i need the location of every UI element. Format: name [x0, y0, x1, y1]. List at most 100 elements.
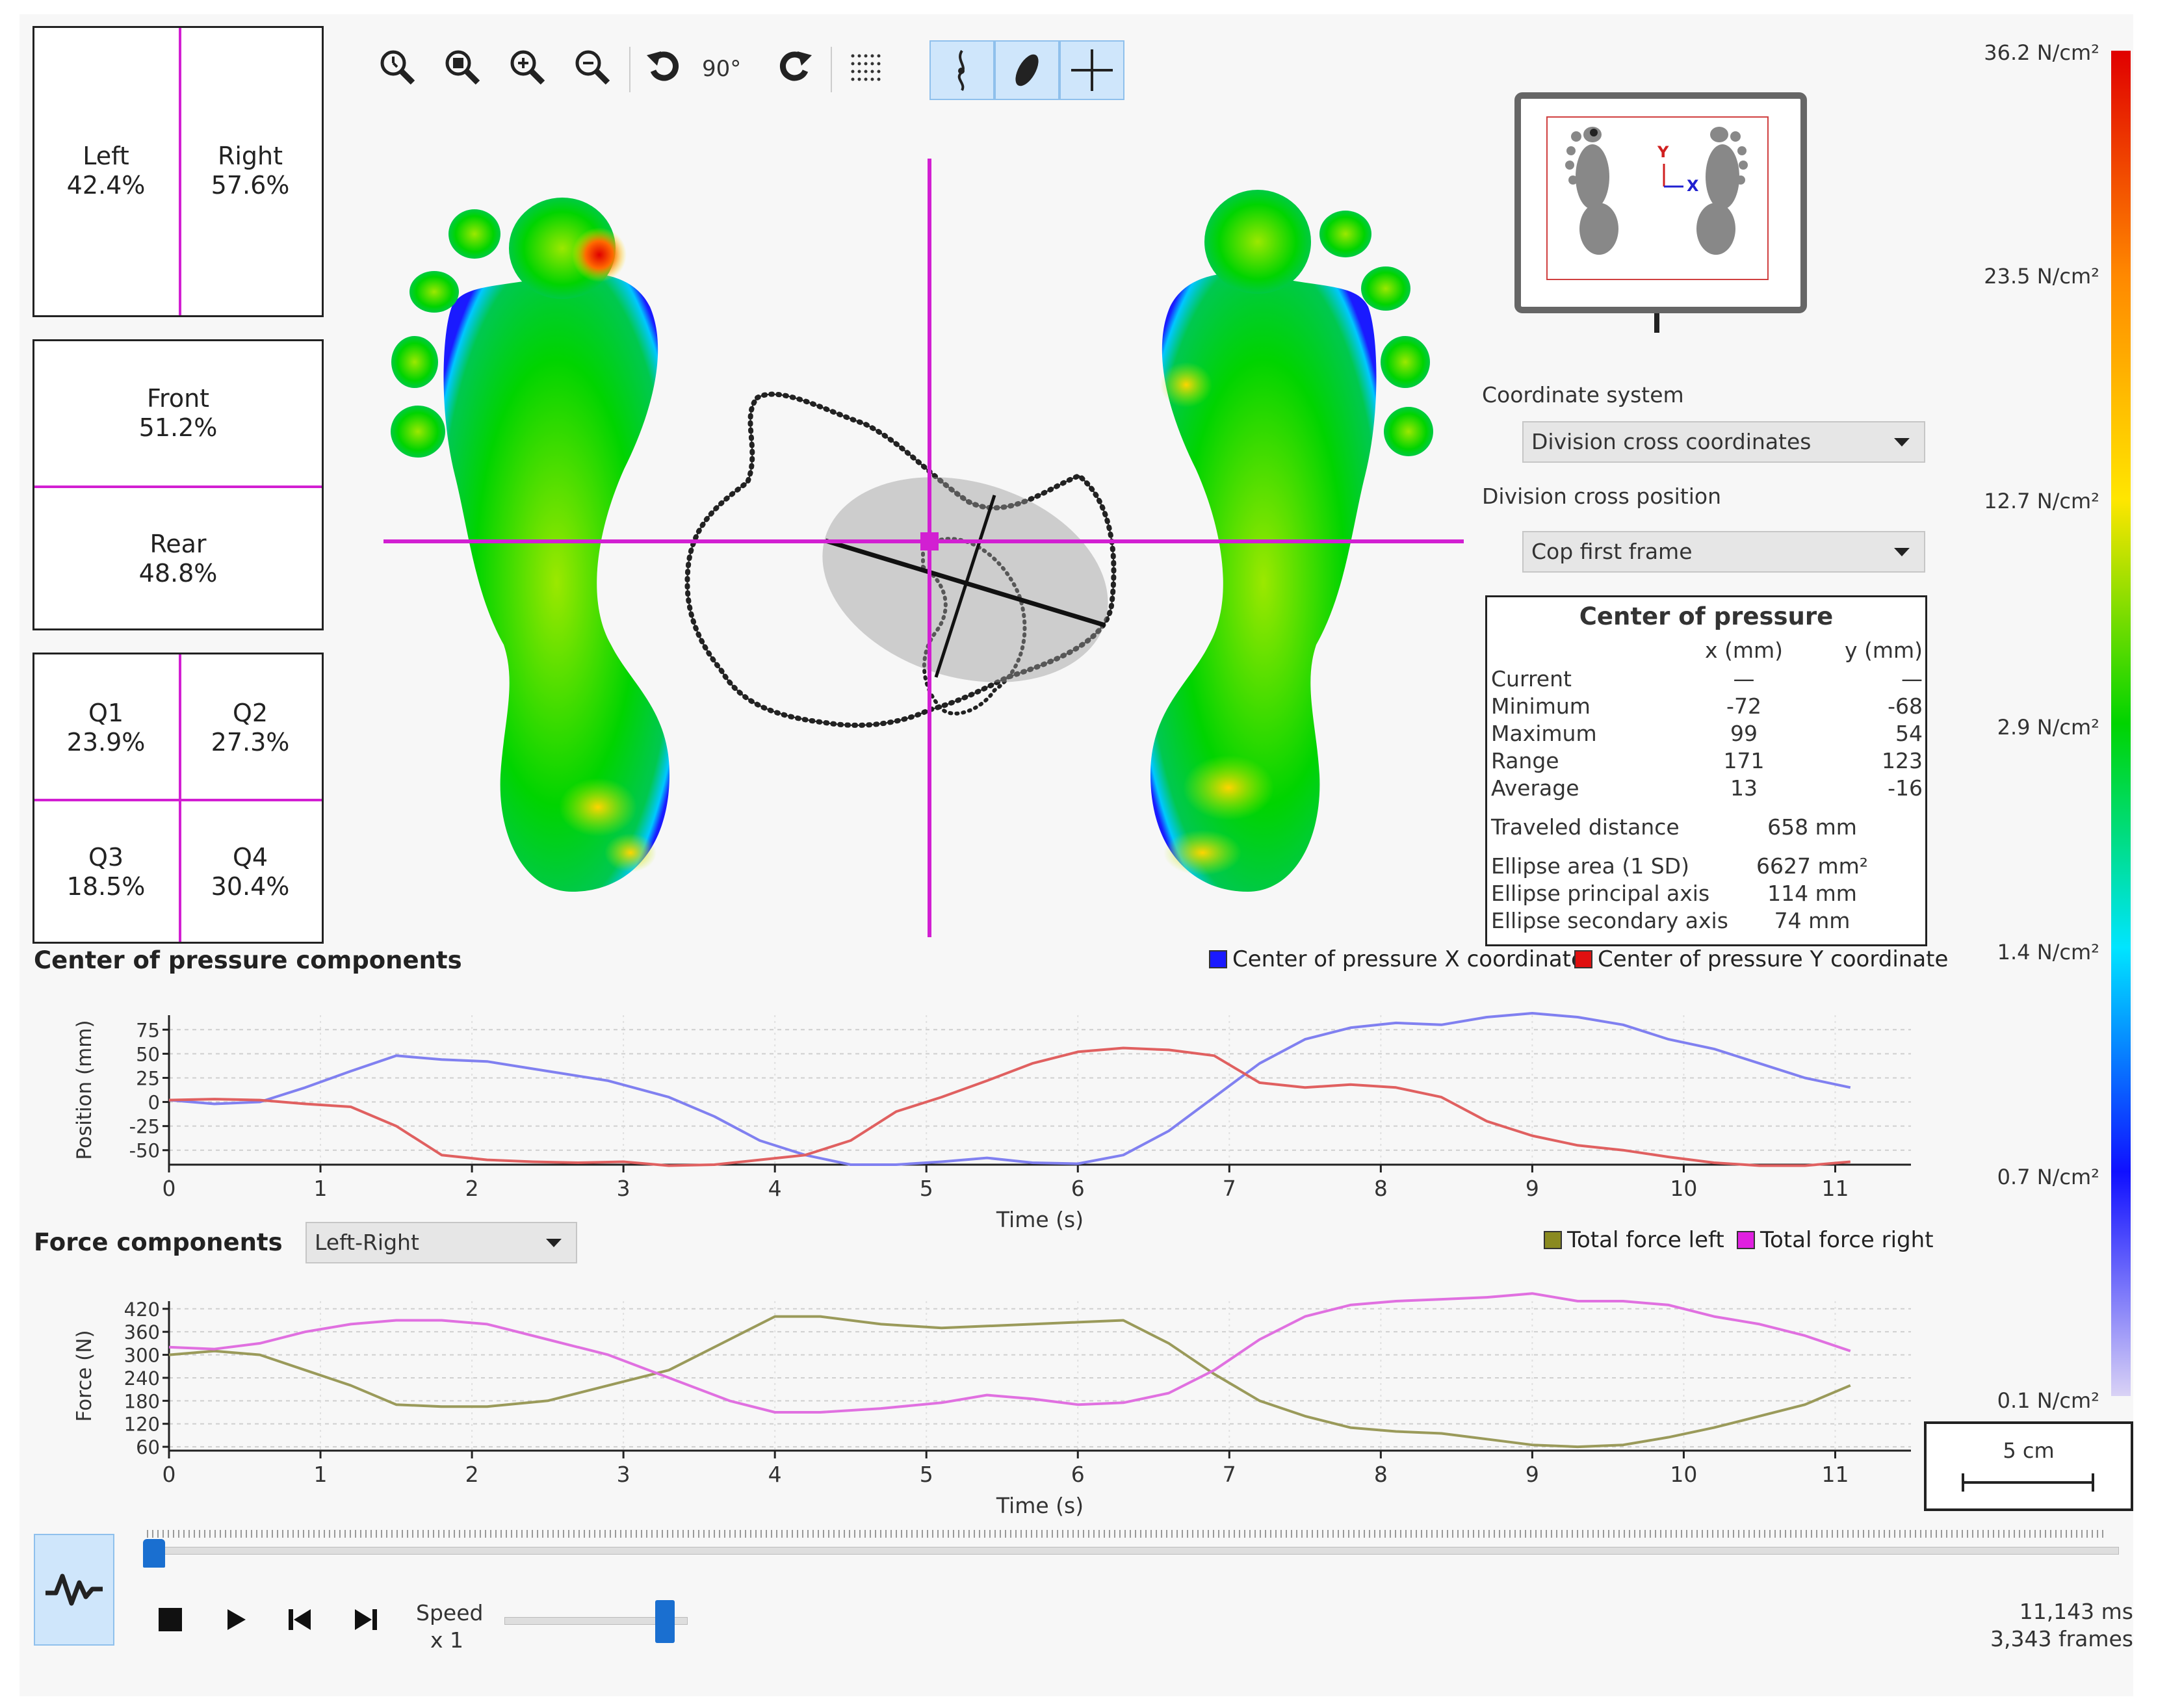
- y-tick-label: 0: [148, 1092, 160, 1114]
- legend-swatch: [1544, 1231, 1562, 1249]
- frame-count-label: 3,343 frames: [1990, 1626, 2133, 1651]
- timeline-track: [143, 1547, 2119, 1555]
- y-tick-label: 360: [124, 1321, 160, 1343]
- row-current-label: Current: [1491, 666, 1572, 692]
- x-column-header: x (mm): [1704, 638, 1784, 663]
- ellipse-secondary-label: Ellipse secondary axis: [1491, 908, 1728, 933]
- cop-chart-title: Center of pressure components: [34, 946, 462, 974]
- speed-slider-track: [504, 1617, 688, 1625]
- coordinate-system-dropdown[interactable]: Division cross coordinates: [1522, 421, 1925, 463]
- scale-bar-line: [1963, 1481, 2093, 1484]
- play-button[interactable]: [218, 1603, 252, 1637]
- y-tick-label: 25: [136, 1067, 160, 1089]
- colorscale-label: 12.7 N/cm²: [1984, 489, 2099, 513]
- row-current-x: —: [1733, 666, 1755, 692]
- row-average-label: Average: [1491, 775, 1579, 801]
- legend-label: Center of pressure X coordinate: [1232, 946, 1585, 972]
- ellipse-icon[interactable]: [994, 40, 1059, 100]
- ellipse-area-value: 6627 mm²: [1756, 853, 1868, 879]
- y-tick-label: 300: [124, 1345, 160, 1367]
- legend-cop-y: Center of pressure Y coordinate: [1574, 946, 1948, 972]
- row-range-x: 171: [1723, 748, 1765, 773]
- series-line-0: [168, 1012, 1851, 1166]
- timeline-handle[interactable]: [143, 1539, 165, 1568]
- traveled-distance-value: 658 mm: [1767, 814, 1857, 840]
- y-tick-label: 120: [124, 1414, 160, 1436]
- row-range-y: 123: [1882, 748, 1923, 773]
- chevron-down-icon: [1894, 548, 1910, 556]
- colorscale-label: 36.2 N/cm²: [1984, 40, 2099, 65]
- skip-to-end-button[interactable]: [348, 1603, 382, 1637]
- toolbar: 90°: [357, 40, 1137, 105]
- force-mode-dropdown[interactable]: Left-Right: [305, 1222, 577, 1263]
- colorscale-label: 23.5 N/cm²: [1984, 264, 2099, 289]
- cop-trajectory: [684, 391, 1117, 728]
- speed-slider[interactable]: [504, 1600, 688, 1646]
- x-tick-label: 10: [1670, 1176, 1697, 1201]
- grid-icon[interactable]: [838, 40, 893, 95]
- quadrant-divider-horizontal: [34, 799, 322, 801]
- x-tick-label: 3: [617, 1176, 630, 1201]
- x-tick-label: 7: [1223, 1176, 1236, 1201]
- skip-to-start-button[interactable]: [283, 1603, 317, 1637]
- right-label: Right: [217, 142, 283, 170]
- y-tick-label: -25: [129, 1116, 160, 1138]
- legend-label: Total force right: [1760, 1227, 1934, 1253]
- q4-value: 30.4%: [211, 872, 290, 901]
- row-minimum-label: Minimum: [1491, 693, 1591, 719]
- x-tick-label: 1: [314, 1176, 328, 1201]
- x-tick-label: 3: [617, 1462, 630, 1487]
- x-axis-title: Time (s): [996, 1493, 1084, 1518]
- pressure-map[interactable]: [357, 138, 1475, 957]
- x-tick-label: 2: [465, 1176, 479, 1201]
- row-current-y: —: [1901, 666, 1923, 692]
- distribution-divider-horizontal: [34, 485, 322, 488]
- colorscale-label: 0.7 N/cm²: [1997, 1165, 2099, 1189]
- coordinate-system-label: Coordinate system: [1482, 382, 1684, 408]
- legend-force-left: Total force left: [1544, 1227, 1724, 1253]
- cop-trace-icon[interactable]: [929, 40, 994, 100]
- row-maximum-y: 54: [1895, 721, 1923, 746]
- left-label: Left: [83, 142, 129, 170]
- zoom-out-icon[interactable]: [565, 40, 620, 95]
- colorscale-label: 1.4 N/cm²: [1997, 940, 2099, 964]
- x-tick-label: 4: [768, 1176, 782, 1201]
- x-tick-label: 4: [768, 1462, 782, 1487]
- q4-label: Q4: [232, 843, 268, 872]
- division-cross[interactable]: [383, 159, 1464, 937]
- pressure-colorbar: [2111, 51, 2131, 1396]
- toolbar-separator: [629, 47, 630, 92]
- y-tick-label: 180: [124, 1390, 160, 1412]
- front-rear-distribution: Front 51.2% Rear 48.8%: [32, 339, 324, 630]
- x-tick-label: 9: [1526, 1462, 1539, 1487]
- scale-bar: 5 cm: [1924, 1421, 2133, 1511]
- colorscale-label: 2.9 N/cm²: [1997, 715, 2099, 740]
- x-tick-label: 5: [920, 1462, 933, 1487]
- speed-slider-handle[interactable]: [655, 1600, 675, 1643]
- timeline-slider[interactable]: [143, 1527, 2119, 1568]
- force-chart-title: Force components: [34, 1228, 283, 1256]
- x-tick-label: 6: [1071, 1176, 1085, 1201]
- legend-swatch: [1209, 950, 1227, 968]
- scale-bar-label: 5 cm: [2003, 1438, 2055, 1463]
- x-tick-label: 6: [1071, 1462, 1085, 1487]
- zoom-fit-icon[interactable]: [435, 40, 490, 95]
- division-cross-icon[interactable]: [1059, 40, 1124, 100]
- waveform-toggle[interactable]: [34, 1534, 114, 1646]
- y-tick-label: 420: [124, 1299, 160, 1321]
- division-cross-dropdown[interactable]: Cop first frame: [1522, 531, 1925, 573]
- overview-stand: [1654, 313, 1659, 333]
- zoom-reset-icon[interactable]: [370, 40, 425, 95]
- quadrant-divider-vertical: [179, 654, 181, 942]
- row-maximum-x: 99: [1730, 721, 1758, 746]
- y-axis-title: Force (N): [73, 1330, 96, 1421]
- rotate-right-icon[interactable]: [767, 40, 822, 95]
- legend-cop-x: Center of pressure X coordinate: [1209, 946, 1585, 972]
- x-tick-label: 1: [314, 1462, 328, 1487]
- rotate-left-icon[interactable]: [637, 40, 692, 95]
- y-tick-label: -50: [129, 1140, 160, 1162]
- zoom-in-icon[interactable]: [500, 40, 555, 95]
- stop-button[interactable]: [153, 1603, 187, 1637]
